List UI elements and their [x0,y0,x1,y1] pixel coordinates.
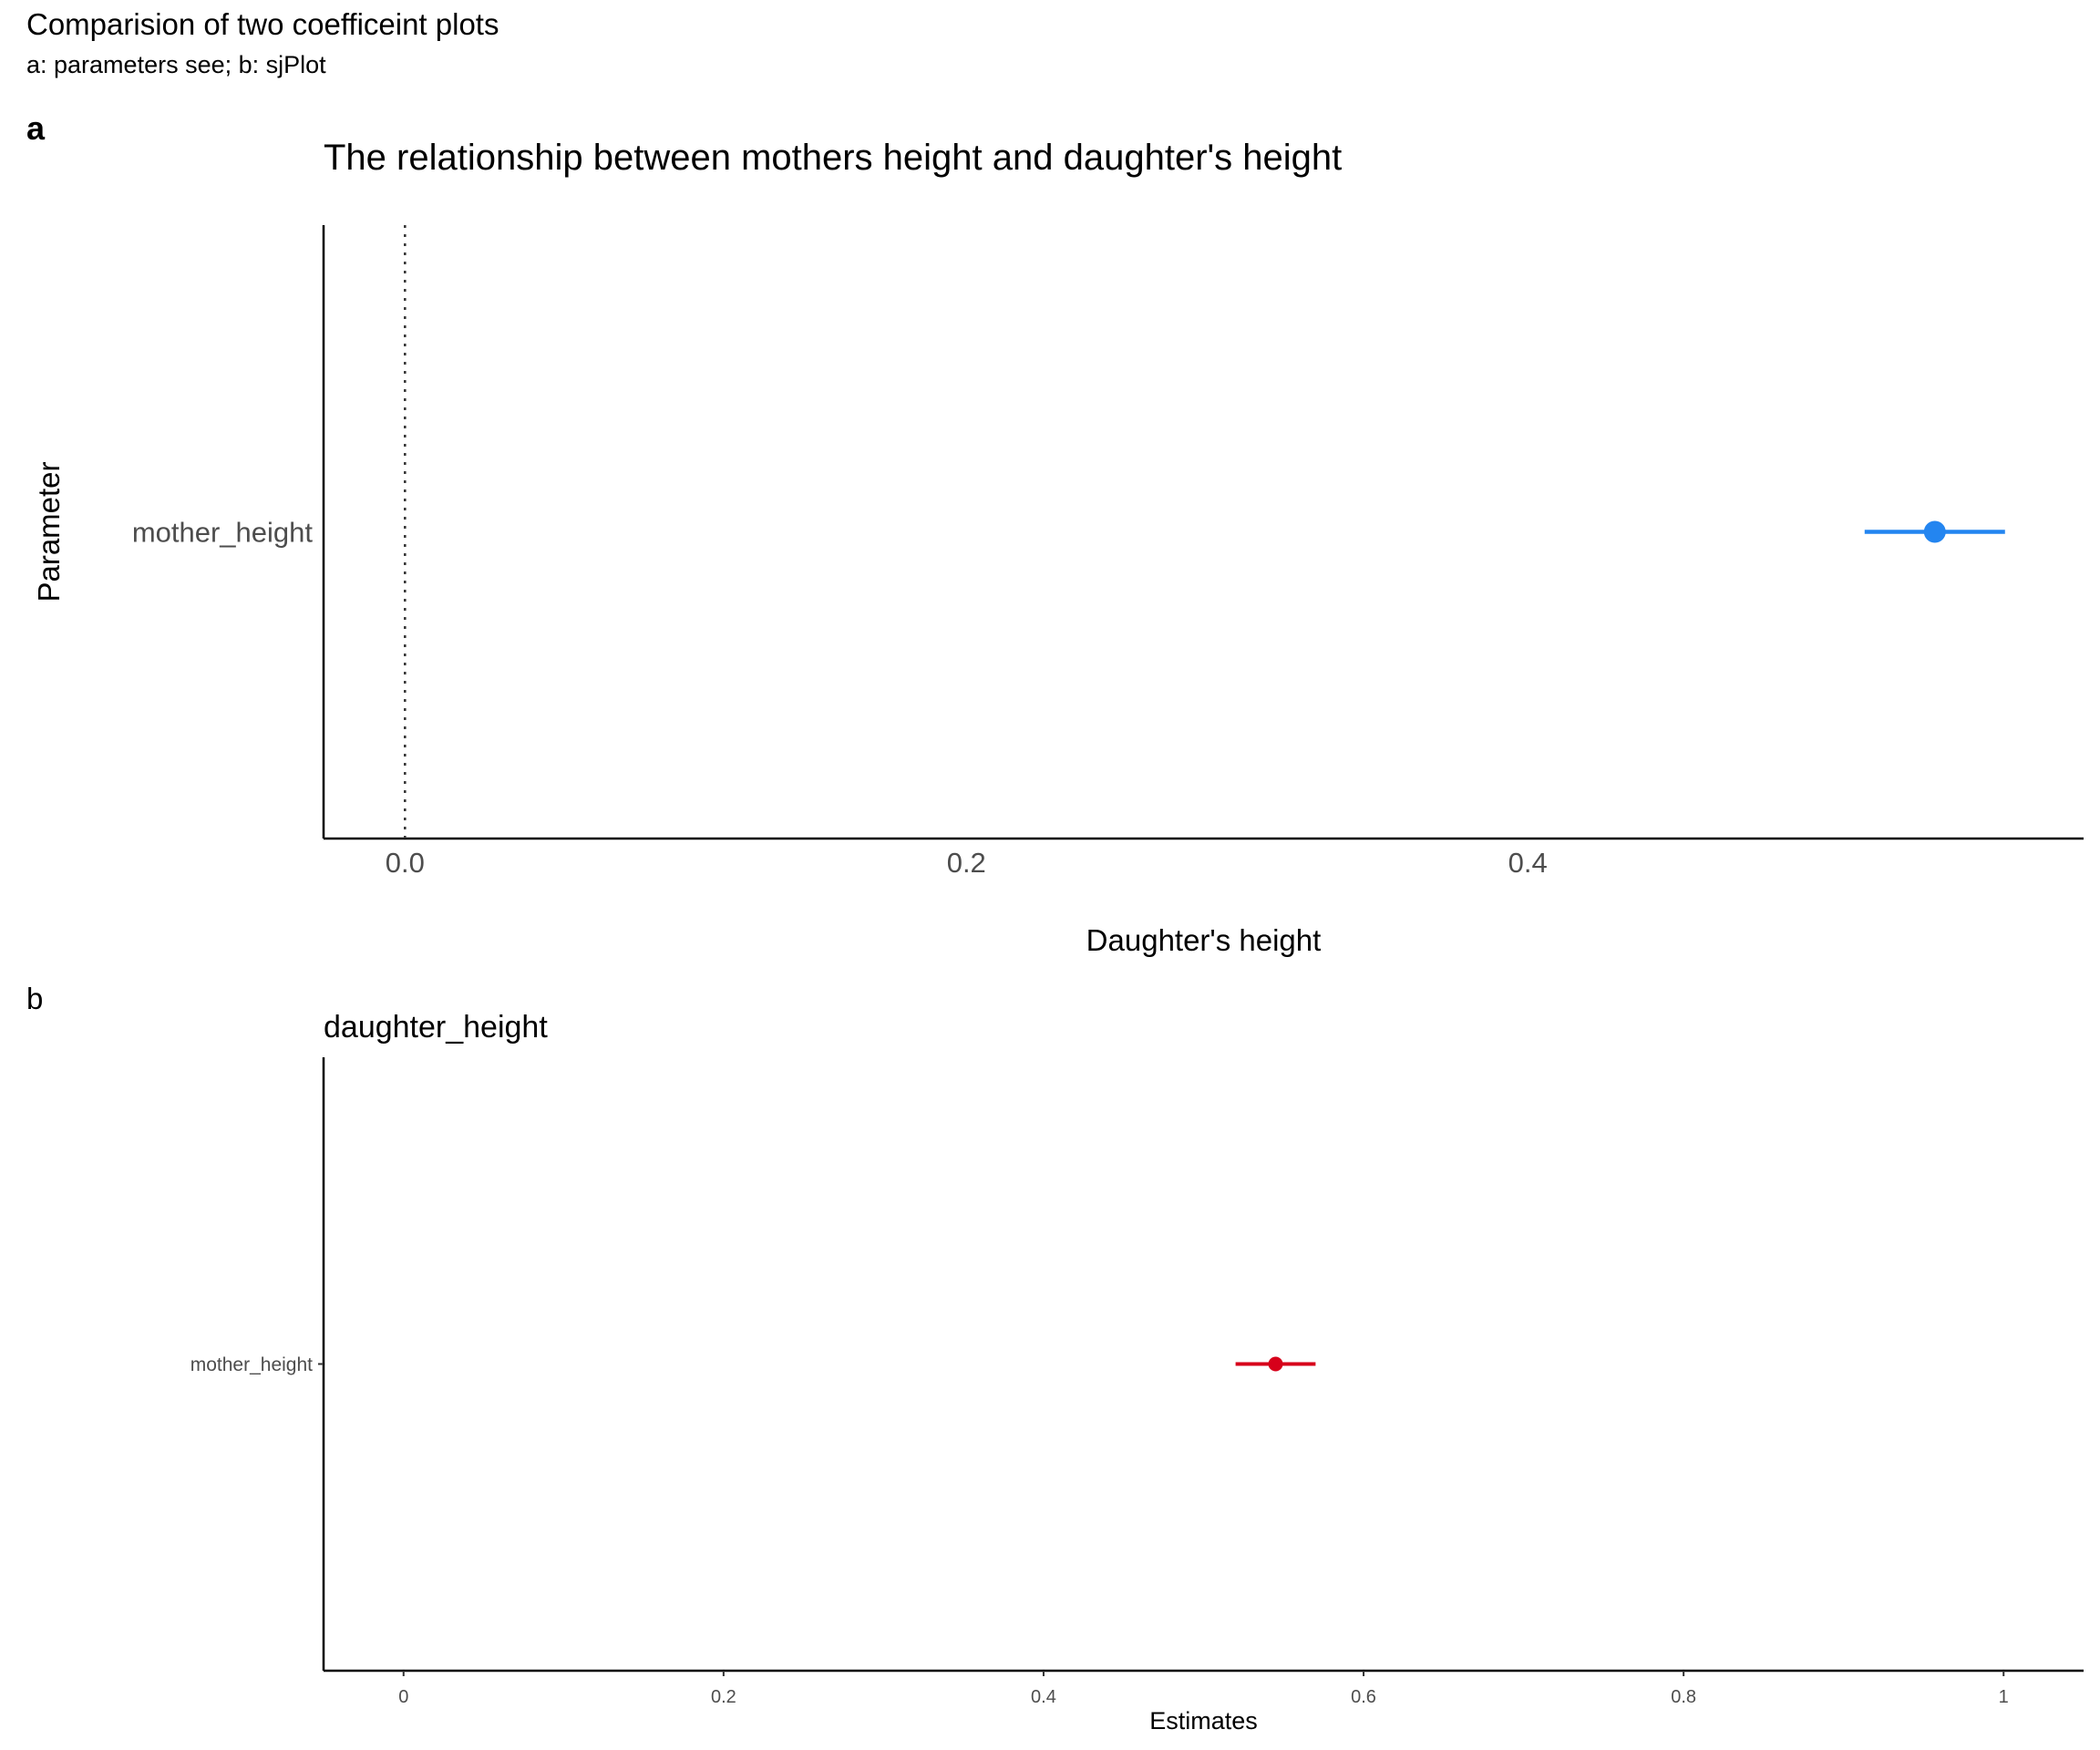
panel-b-estimate-point [1268,1356,1283,1372]
panel-b-category-label: mother_height [190,1354,313,1375]
panel-a-x-tick-label: 0.0 [386,847,425,879]
panel-b-x-tick-label: 0.8 [1671,1687,1696,1707]
panel-a-x-axis-label: Daughter's height [1086,923,1322,957]
panel-a-title: The relationship between mothers height … [324,138,1342,178]
panel-b-x-axis-label: Estimates [1149,1707,1258,1735]
panel-a-x-tick-label: 0.4 [1508,847,1548,879]
panel-b-x-tick-label: 1 [1999,1687,2009,1707]
panel-b-x-tick-label: 0.4 [1031,1687,1056,1707]
panel-b-x-tick-label: 0 [398,1687,408,1707]
panel-a-estimate-point [1923,520,1946,543]
panel-a-tag: a [26,109,46,147]
panel-b-x-tick-label: 0.2 [711,1687,736,1707]
panel-a-category-label: mother_height [132,516,314,548]
figure-title: Comparision of two coefficeint plots [26,7,499,41]
panel-a-x-tick-label: 0.2 [947,847,986,879]
panel-b-x-tick-label: 0.6 [1351,1687,1376,1707]
figure-subtitle: a: parameters see; b: sjPlot [26,51,326,78]
panel-b-title: daughter_height [324,1010,548,1045]
panel-a-y-axis-label: Parameter [32,461,66,602]
panel-b-tag: b [26,982,44,1015]
